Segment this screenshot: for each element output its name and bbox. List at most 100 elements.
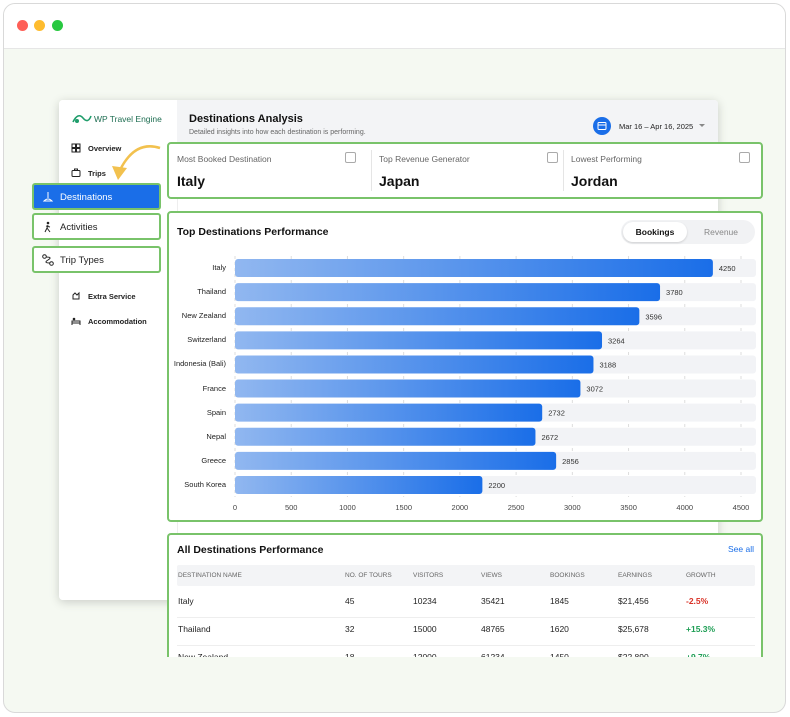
bar bbox=[235, 403, 543, 422]
chart-title: Top Destinations Performance bbox=[177, 226, 329, 238]
table-cell: 61234 bbox=[481, 652, 505, 657]
y-tick-label: Italy bbox=[212, 263, 226, 273]
nav-item[interactable]: Extra Service bbox=[88, 292, 136, 301]
nav-label: Trip Types bbox=[60, 255, 104, 266]
tab[interactable]: Revenue bbox=[703, 227, 739, 237]
see-all-link[interactable]: See all bbox=[728, 544, 754, 554]
column-header: VIEWS bbox=[481, 572, 502, 579]
minimize-dot[interactable] bbox=[34, 20, 45, 31]
stat-label: Top Revenue Generator bbox=[379, 154, 470, 164]
bar bbox=[235, 259, 713, 278]
nav-label: Destinations bbox=[60, 192, 113, 203]
y-tick-label: Indonesia (Bali) bbox=[173, 359, 226, 369]
nav-item[interactable]: Accommodation bbox=[88, 317, 147, 326]
logo-text: WP Travel Engine bbox=[94, 114, 162, 124]
stats-card: Most Booked Destination Italy Top Revenue … bbox=[167, 142, 763, 199]
x-tick-label: 2500 bbox=[508, 503, 525, 512]
x-tick-label: 0 bbox=[233, 503, 237, 512]
nav-icon bbox=[71, 317, 81, 325]
table-cell: 48765 bbox=[481, 624, 505, 634]
chart-card: Top Destinations Performance Bookings Rev… bbox=[167, 211, 763, 522]
value-label: 3072 bbox=[586, 385, 603, 394]
y-tick-label: South Korea bbox=[184, 479, 226, 489]
column-header: EARNINGS bbox=[618, 572, 652, 579]
stat-icon bbox=[739, 152, 750, 163]
close-dot[interactable] bbox=[17, 20, 28, 31]
bar bbox=[235, 379, 581, 398]
page-title: Destinations Analysis bbox=[189, 113, 303, 125]
y-tick-label: France bbox=[202, 383, 226, 393]
table-cell: $22,890 bbox=[618, 652, 649, 657]
y-tick-label: Spain bbox=[206, 407, 226, 417]
x-tick-label: 500 bbox=[285, 503, 298, 512]
table-card: All Destinations Performance See all DES… bbox=[167, 533, 763, 657]
tab-group: Bookings Revenue bbox=[621, 220, 755, 244]
table-cell: 1620 bbox=[550, 624, 569, 634]
stat-divider bbox=[563, 150, 564, 191]
table-cell: 32 bbox=[345, 624, 355, 634]
nav-activities[interactable]: Activities bbox=[32, 213, 161, 240]
table-cell: 18 bbox=[345, 652, 355, 657]
nav-item[interactable]: Trips bbox=[88, 169, 106, 178]
stat-label: Lowest Performing bbox=[571, 154, 642, 164]
value-label: 2856 bbox=[562, 457, 579, 466]
date-range[interactable]: Mar 16 – Apr 16, 2025 bbox=[619, 122, 694, 131]
stat-value: Japan bbox=[379, 173, 420, 189]
nav-destinations[interactable]: Destinations bbox=[32, 183, 161, 210]
value-label: 2200 bbox=[488, 481, 505, 490]
nav-icon bbox=[42, 192, 54, 202]
maximize-dot[interactable] bbox=[52, 20, 63, 31]
y-tick-label: Switzerland bbox=[187, 335, 226, 345]
table-cell: 10234 bbox=[413, 596, 437, 606]
nav-icon bbox=[42, 254, 54, 266]
x-tick-label: 1000 bbox=[339, 503, 356, 512]
x-tick-label: 4500 bbox=[733, 503, 750, 512]
column-header: NO. OF TOURS bbox=[345, 572, 392, 579]
bar bbox=[235, 331, 603, 350]
value-label: 3596 bbox=[645, 312, 662, 321]
column-header: DESTINATION NAME bbox=[178, 572, 242, 579]
table-cell: -2.5% bbox=[686, 596, 709, 606]
y-tick-label: New Zealand bbox=[181, 311, 226, 321]
calendar-button[interactable] bbox=[593, 117, 611, 135]
dropdown-caret bbox=[699, 124, 705, 127]
table-cell: 12000 bbox=[413, 652, 437, 657]
x-tick-label: 3000 bbox=[564, 503, 581, 512]
table-cell: +9.7% bbox=[686, 652, 711, 657]
stat-value: Jordan bbox=[571, 173, 618, 189]
x-tick-label: 2000 bbox=[452, 503, 469, 512]
nav-icon bbox=[71, 143, 81, 153]
nav-icon bbox=[71, 168, 81, 177]
table-cell: $21,456 bbox=[618, 596, 649, 606]
page-header: Destinations Analysis Detailed insights … bbox=[177, 100, 718, 144]
stat-label: Most Booked Destination bbox=[177, 154, 272, 164]
row-divider bbox=[177, 617, 755, 618]
table-cell: Thailand bbox=[178, 624, 211, 634]
nav-item[interactable]: Overview bbox=[88, 144, 122, 153]
bar bbox=[235, 451, 557, 470]
browser-bar bbox=[4, 4, 785, 49]
column-header: GROWTH bbox=[686, 572, 716, 579]
value-label: 3780 bbox=[666, 288, 683, 297]
x-tick-label: 3500 bbox=[620, 503, 637, 512]
column-header: BOOKINGS bbox=[550, 572, 585, 579]
nav-icon bbox=[44, 221, 51, 233]
table-cell: Italy bbox=[178, 596, 194, 606]
stat-divider bbox=[371, 150, 372, 191]
bar bbox=[235, 283, 661, 302]
value-label: 3188 bbox=[599, 360, 616, 369]
bar bbox=[235, 427, 536, 446]
row-divider bbox=[177, 645, 755, 646]
table-header-row bbox=[177, 565, 755, 586]
value-label: 4250 bbox=[719, 264, 736, 273]
table-cell: New Zealand bbox=[178, 652, 229, 657]
table-cell: 15000 bbox=[413, 624, 437, 634]
nav-trip-types[interactable]: Trip Types bbox=[32, 246, 161, 273]
bar bbox=[235, 307, 640, 326]
x-tick-label: 1500 bbox=[395, 503, 412, 512]
table-cell: 1845 bbox=[550, 596, 569, 606]
table-cell: 45 bbox=[345, 596, 355, 606]
tab[interactable]: Bookings bbox=[623, 222, 687, 242]
table-cell: +15.3% bbox=[686, 624, 716, 634]
